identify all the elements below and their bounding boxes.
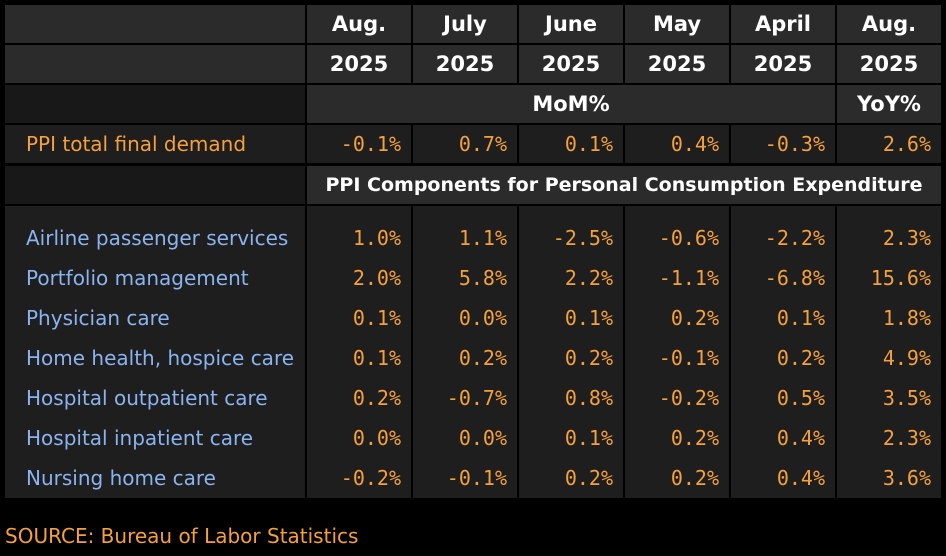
component-value: 2.0% [307,258,411,298]
yoy-label: YoY% [837,85,941,123]
component-value: 2.3% [837,418,941,458]
column-month-5: Aug. [837,5,941,43]
column-year-0: 2025 [307,45,411,83]
mom-label: MoM% [307,85,835,123]
component-value: 0.2% [413,338,517,378]
component-value: 0.1% [307,338,411,378]
header-row-month: Aug. July June May April Aug. [0,5,946,43]
component-value: 0.0% [413,298,517,338]
header-blank [5,85,305,123]
component-value: 0.2% [519,338,623,378]
spacer-cell-1 [413,206,517,218]
column-month-1: July [413,5,517,43]
component-value: 0.1% [307,298,411,338]
component-value: -0.6% [625,218,729,258]
component-label: Portfolio management [5,258,305,298]
component-value: -0.2% [625,378,729,418]
component-value: 0.2% [307,378,411,418]
column-year-5: 2025 [837,45,941,83]
component-label: Airline passenger services [5,218,305,258]
component-row: Airline passenger services 1.0% 1.1% -2.5% -… [0,218,946,258]
component-row: Physician care 0.1% 0.0% 0.1% 0.2% 0.1% 1.8% [0,298,946,338]
component-row: Nursing home care -0.2% -0.1% 0.2% 0.2% 0.4% 3… [0,458,946,498]
spacer-cell-2 [519,206,623,218]
component-value: 4.9% [837,338,941,378]
headline-label: PPI total final demand [5,125,305,163]
component-row: Home health, hospice care 0.1% 0.2% 0.2% -0.… [0,338,946,378]
column-year-3: 2025 [625,45,729,83]
component-value: 0.4% [731,458,835,498]
headline-value-1: 0.7% [413,125,517,163]
column-year-4: 2025 [731,45,835,83]
component-value: -2.5% [519,218,623,258]
spacer-label [5,206,305,218]
component-value: 0.1% [731,298,835,338]
component-value: 3.5% [837,378,941,418]
component-label: Physician care [5,298,305,338]
spacer-row [0,206,946,218]
component-value: -0.7% [413,378,517,418]
headline-value-3: 0.4% [625,125,729,163]
headline-value-0: -0.1% [307,125,411,163]
component-label: Nursing home care [5,458,305,498]
headline-value-4: -0.3% [731,125,835,163]
component-value: 0.2% [519,458,623,498]
component-value: 0.2% [625,298,729,338]
component-value: 3.6% [837,458,941,498]
spacer-cell-4 [731,206,835,218]
component-value: 0.2% [625,458,729,498]
component-value: -0.1% [413,458,517,498]
column-year-1: 2025 [413,45,517,83]
headline-row: PPI total final demand -0.1% 0.7% 0.1% 0.4% -… [0,125,946,163]
component-value: 1.1% [413,218,517,258]
column-month-3: May [625,5,729,43]
component-label: Hospital outpatient care [5,378,305,418]
section-title: PPI Components for Personal Consumption … [307,166,941,204]
component-label: Hospital inpatient care [5,418,305,458]
column-month-4: April [731,5,835,43]
component-value: 1.0% [307,218,411,258]
component-row: Hospital inpatient care 0.0% 0.0% 0.1% 0.2% 0… [0,418,946,458]
component-value: 2.3% [837,218,941,258]
component-label: Home health, hospice care [5,338,305,378]
component-value: -0.1% [625,338,729,378]
component-value: 0.1% [519,298,623,338]
section-banner-row: PPI Components for Personal Consumption … [0,166,946,204]
banner-blank [5,166,305,204]
spacer-cell-0 [307,206,411,218]
headline-value-2: 0.1% [519,125,623,163]
component-value: -6.8% [731,258,835,298]
headline-value-5: 2.6% [837,125,941,163]
component-row: Hospital outpatient care 0.2% -0.7% 0.8% -0.… [0,378,946,418]
component-value: 0.2% [731,338,835,378]
source-note: SOURCE: Bureau of Labor Statistics [5,524,359,548]
header-row-year: 2025 2025 2025 2025 2025 2025 [0,45,946,83]
component-value: -1.1% [625,258,729,298]
header-blank [5,45,305,83]
component-value: 0.5% [731,378,835,418]
component-value: 0.0% [413,418,517,458]
component-value: 15.6% [837,258,941,298]
column-month-0: Aug. [307,5,411,43]
spacer-cell-3 [625,206,729,218]
component-value: 5.8% [413,258,517,298]
component-value: 0.8% [519,378,623,418]
header-row-measure: MoM% YoY% [0,85,946,123]
component-value: 1.8% [837,298,941,338]
spacer-cell-5 [837,206,941,218]
component-value: 0.0% [307,418,411,458]
component-value: 0.4% [731,418,835,458]
component-value: -2.2% [731,218,835,258]
header-blank [5,5,305,43]
component-value: -0.2% [307,458,411,498]
component-value: 0.1% [519,418,623,458]
column-year-2: 2025 [519,45,623,83]
component-value: 2.2% [519,258,623,298]
component-value: 0.2% [625,418,729,458]
component-row: Portfolio management 2.0% 5.8% 2.2% -1.1% -6.… [0,258,946,298]
column-month-2: June [519,5,623,43]
